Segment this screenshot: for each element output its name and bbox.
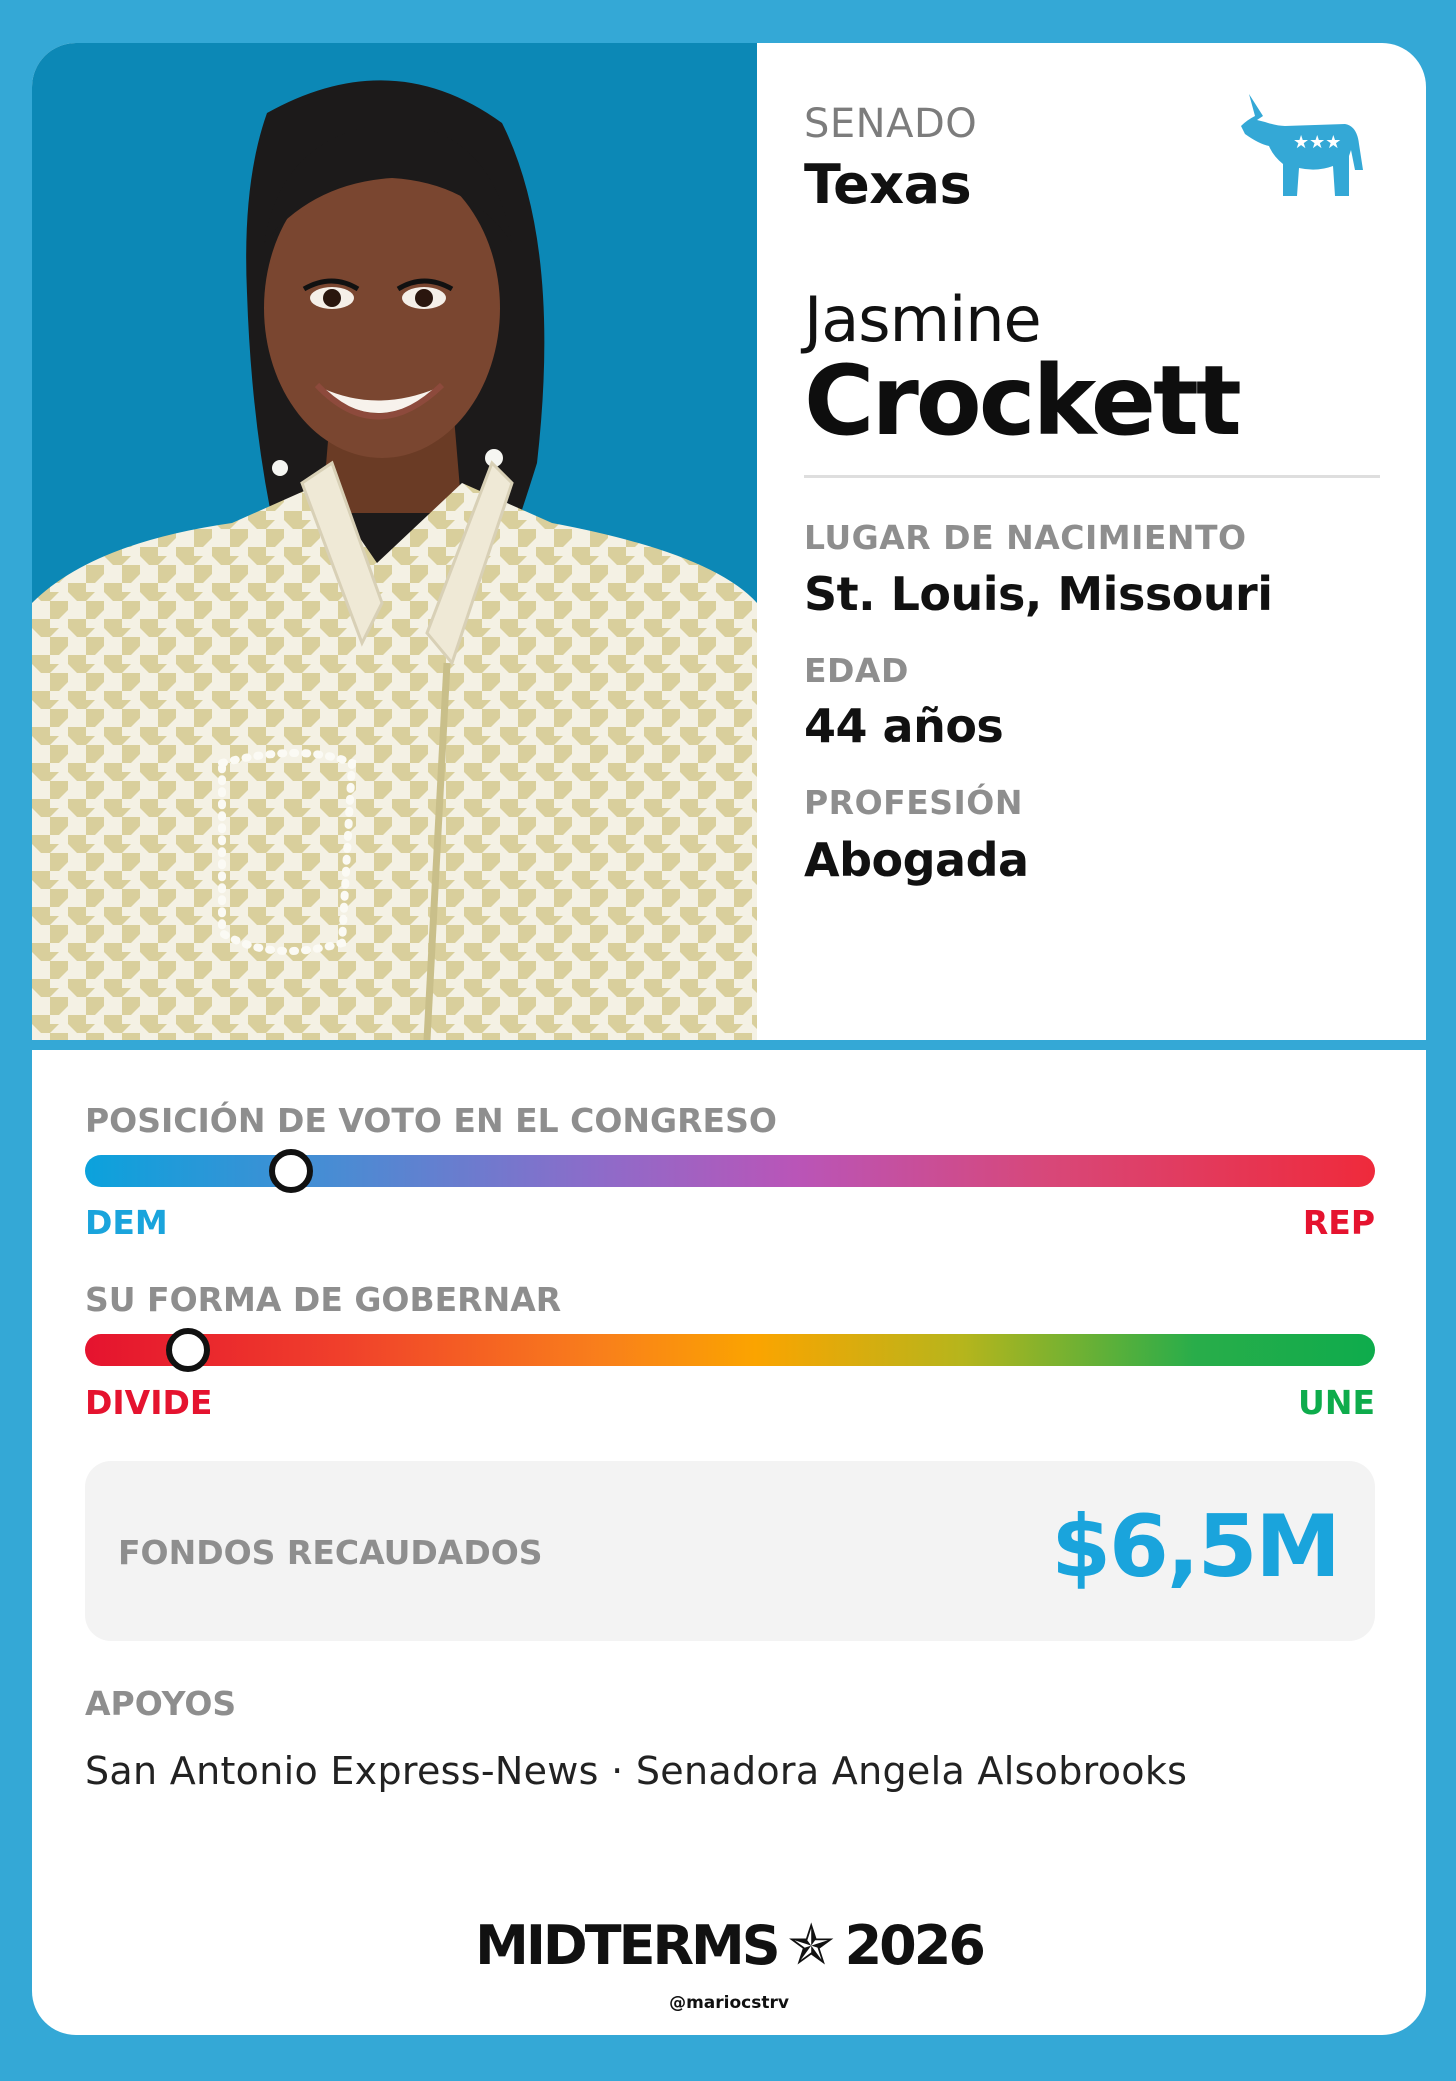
brand-right: 2026: [844, 1914, 986, 1977]
info-divider: [804, 475, 1380, 478]
brand-left: MIDTERMS: [475, 1914, 781, 1977]
birthplace-value: St. Louis, Missouri: [804, 567, 1273, 621]
vote-right-label: REP: [1302, 1203, 1375, 1242]
funds-label: FONDOS RECAUDADOS: [118, 1533, 543, 1572]
section-divider: [32, 1040, 1426, 1050]
democrat-donkey-icon: ★★★: [1241, 94, 1363, 196]
footer: MIDTERMS ✯ 2026 @mariocstrv: [32, 1913, 1426, 2013]
birthplace-label: LUGAR DE NACIMIENTO: [804, 518, 1247, 557]
race-state: Texas: [804, 153, 972, 216]
governing-style-title: SU FORMA DE GOBERNAR: [85, 1280, 562, 1319]
endorsements-list: San Antonio Express-News · Senadora Ange…: [85, 1749, 1188, 1793]
star-icon: ✯: [787, 1913, 835, 1978]
svg-text:★★★: ★★★: [1293, 132, 1341, 153]
candidate-last-name: Crockett: [804, 345, 1242, 457]
governing-left-label: DIVIDE: [85, 1383, 213, 1422]
vote-position-marker: [269, 1149, 314, 1193]
author-handle: @mariocstrv: [669, 1993, 789, 2013]
profession-value: Abogada: [804, 833, 1029, 887]
candidate-photo: [32, 43, 757, 1040]
age-label: EDAD: [804, 651, 909, 690]
governing-right-label: UNE: [1298, 1383, 1375, 1422]
candidate-first-name: Jasmine: [804, 283, 1042, 356]
candidate-card: ★★★ SENADO Texas Jasmine Crockett LUGAR …: [32, 43, 1426, 2035]
funds-box: FONDOS RECAUDADOS $6,5M: [85, 1461, 1375, 1641]
endorsements-title: APOYOS: [85, 1684, 237, 1723]
funds-value: $6,5M: [1051, 1497, 1341, 1597]
race-chamber: SENADO: [804, 101, 978, 147]
vote-left-label: DEM: [85, 1203, 168, 1242]
governing-style-marker: [166, 1328, 211, 1372]
age-value: 44 años: [804, 699, 1004, 753]
brand-logo: MIDTERMS ✯ 2026: [475, 1913, 986, 1978]
profession-label: PROFESIÓN: [804, 783, 1023, 822]
governing-style-bar: [85, 1334, 1375, 1366]
vote-position-title: POSICIÓN DE VOTO EN EL CONGRESO: [85, 1101, 777, 1140]
portrait-illustration: [32, 80, 757, 1040]
